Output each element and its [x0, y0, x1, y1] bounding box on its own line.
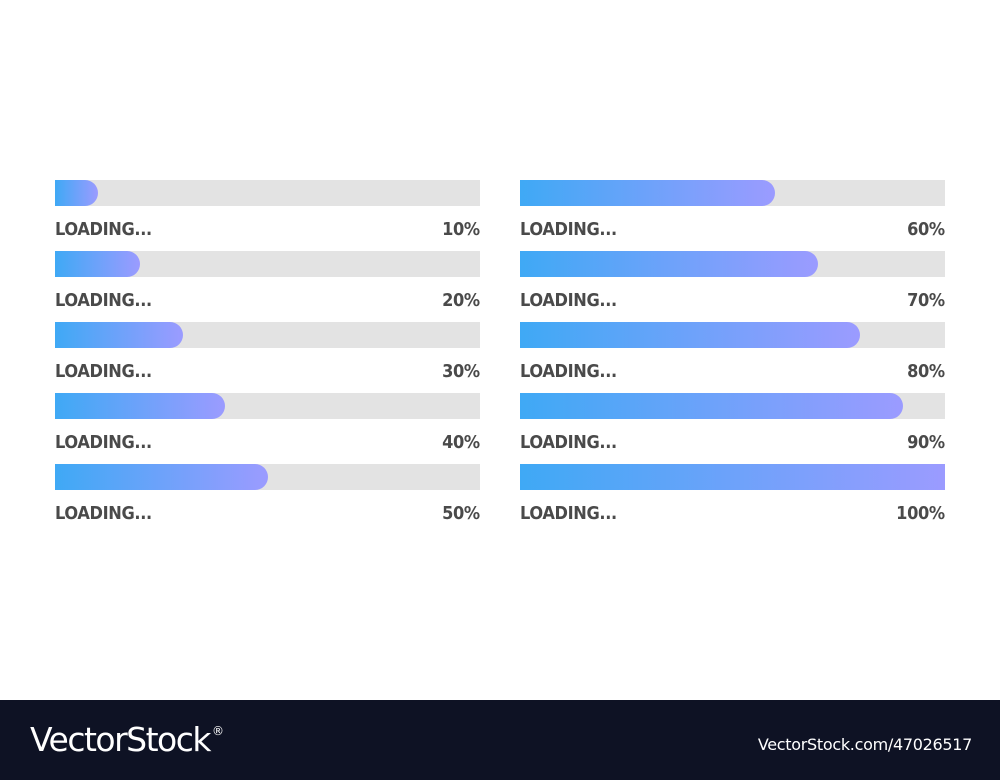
- percent-label: 100%: [896, 502, 945, 524]
- progress-caption: LOADING... 100%: [520, 500, 945, 526]
- progress-caption: LOADING... 70%: [520, 287, 945, 313]
- progress-fill: [55, 251, 140, 277]
- progress-track: [55, 464, 480, 490]
- progress-fill: [55, 180, 98, 206]
- percent-label: 60%: [907, 218, 945, 240]
- progress-caption: LOADING... 60%: [520, 216, 945, 242]
- percent-label: 70%: [907, 289, 945, 311]
- progress-track: [520, 393, 945, 419]
- percent-label: 10%: [442, 218, 480, 240]
- progress-track: [55, 393, 480, 419]
- loading-label: LOADING...: [55, 360, 152, 382]
- loading-label: LOADING...: [55, 502, 152, 524]
- loading-label: LOADING...: [520, 360, 617, 382]
- progress-item-30: LOADING... 30%: [55, 322, 480, 393]
- progress-track: [520, 180, 945, 206]
- loading-label: LOADING...: [55, 218, 152, 240]
- progress-item-10: LOADING... 10%: [55, 180, 480, 251]
- loading-label: LOADING...: [55, 431, 152, 453]
- watermark-footer: VectorStock ® VectorStock.com/47026517: [0, 700, 1000, 780]
- progress-caption: LOADING... 30%: [55, 358, 480, 384]
- progress-item-60: LOADING... 60%: [520, 180, 945, 251]
- progress-caption: LOADING... 40%: [55, 429, 480, 455]
- progress-caption: LOADING... 20%: [55, 287, 480, 313]
- progress-track: [55, 251, 480, 277]
- progress-item-100: LOADING... 100%: [520, 464, 945, 535]
- progress-track: [520, 251, 945, 277]
- progress-caption: LOADING... 10%: [55, 216, 480, 242]
- right-bar-column: LOADING... 60% LOADING... 70% LOADING...…: [520, 180, 945, 535]
- image-id-label: VectorStock.com/47026517: [757, 735, 972, 754]
- percent-label: 80%: [907, 360, 945, 382]
- loading-label: LOADING...: [520, 218, 617, 240]
- progress-caption: LOADING... 90%: [520, 429, 945, 455]
- loading-label: LOADING...: [520, 502, 617, 524]
- progress-track: [55, 322, 480, 348]
- progress-fill: [520, 464, 945, 490]
- progress-item-50: LOADING... 50%: [55, 464, 480, 535]
- percent-label: 40%: [442, 431, 480, 453]
- loading-label: LOADING...: [520, 431, 617, 453]
- progress-caption: LOADING... 50%: [55, 500, 480, 526]
- percent-label: 90%: [907, 431, 945, 453]
- progress-item-40: LOADING... 40%: [55, 393, 480, 464]
- loading-label: LOADING...: [55, 289, 152, 311]
- progress-track: [520, 464, 945, 490]
- progress-fill: [520, 322, 860, 348]
- progress-item-80: LOADING... 80%: [520, 322, 945, 393]
- progress-fill: [520, 180, 775, 206]
- brand-name: VectorStock: [30, 720, 212, 759]
- progress-caption: LOADING... 80%: [520, 358, 945, 384]
- progress-item-20: LOADING... 20%: [55, 251, 480, 322]
- vectorstock-logo: VectorStock ®: [30, 720, 224, 759]
- progress-fill: [55, 322, 183, 348]
- progress-fill: [55, 393, 225, 419]
- progress-fill: [520, 393, 903, 419]
- left-bar-column: LOADING... 10% LOADING... 20% LOADING...…: [55, 180, 480, 535]
- loading-label: LOADING...: [520, 289, 617, 311]
- percent-label: 30%: [442, 360, 480, 382]
- registered-mark: ®: [212, 724, 224, 738]
- progress-track: [55, 180, 480, 206]
- progress-track: [520, 322, 945, 348]
- percent-label: 20%: [442, 289, 480, 311]
- progress-item-70: LOADING... 70%: [520, 251, 945, 322]
- progress-fill: [520, 251, 818, 277]
- progress-item-90: LOADING... 90%: [520, 393, 945, 464]
- progress-fill: [55, 464, 268, 490]
- percent-label: 50%: [442, 502, 480, 524]
